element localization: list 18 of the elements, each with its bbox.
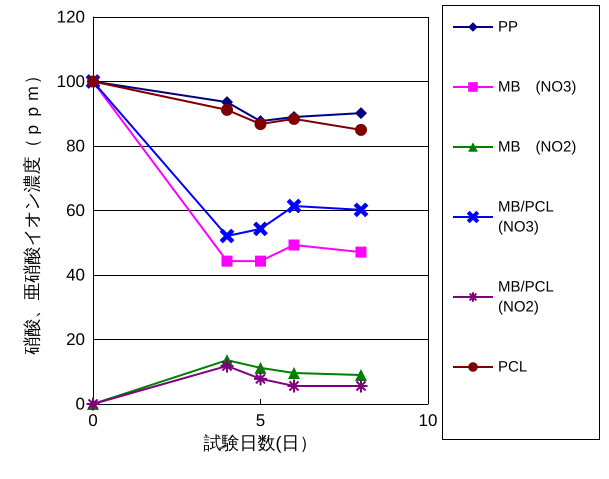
y-tick-label: 40 xyxy=(66,266,85,284)
x-tick-label: 5 xyxy=(256,411,266,430)
x-tick-label: 10 xyxy=(418,411,438,430)
x-tick-label: 0 xyxy=(88,411,98,430)
y-tick-label: 120 xyxy=(56,8,85,26)
legend-label: MB (NO2) xyxy=(498,138,576,156)
y-axis-title: 硝酸、亜硝酸イオン濃度（ｐｐｍ） xyxy=(22,66,42,356)
legend-label: PCL xyxy=(498,358,528,376)
y-tick-label: 60 xyxy=(66,201,85,220)
y-tick-label: 20 xyxy=(66,330,85,349)
y-tick-label: 0 xyxy=(76,394,85,414)
legend-label: MB (NO3) xyxy=(498,78,576,96)
y-tick-label: 100 xyxy=(56,72,85,91)
y-tick-label: 80 xyxy=(66,136,85,156)
x-axis-title: 試験日数(日） xyxy=(204,433,318,453)
legend-label: MB/PCL (NO3) xyxy=(498,198,554,236)
legend-label: PP xyxy=(498,18,518,36)
legend-label: MB/PCL (NO2) xyxy=(498,278,554,316)
